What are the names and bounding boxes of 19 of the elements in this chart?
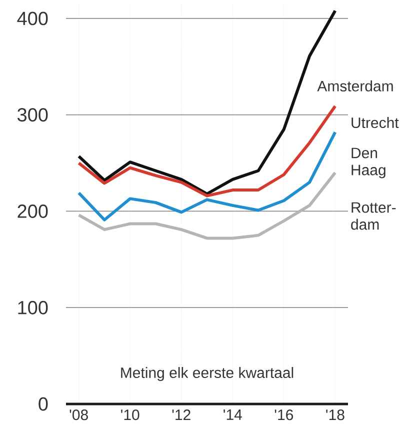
line-series xyxy=(77,171,337,240)
series-label: Amsterdam xyxy=(317,80,393,92)
y-tick-label: 400 xyxy=(17,12,48,26)
series-label: Den Haag xyxy=(352,148,386,178)
x-tick-label: '16 xyxy=(274,410,294,420)
line-series xyxy=(77,104,337,198)
y-tick-label: 200 xyxy=(18,204,48,218)
x-tick-label: '18 xyxy=(326,410,344,420)
y-tick-label: 300 xyxy=(18,108,48,122)
x-tick-label: '12 xyxy=(172,410,190,420)
x-tick-label: '10 xyxy=(121,410,140,420)
text: Rotter-dam xyxy=(351,202,396,230)
series-label: Utrecht xyxy=(352,117,399,128)
y-tick-label: 100 xyxy=(18,300,48,314)
x-tick-label: '08 xyxy=(70,410,88,420)
line-series xyxy=(77,130,337,222)
y-tick-label: 0 xyxy=(38,397,48,411)
x-tick-label: '14 xyxy=(224,410,242,420)
annotation: Meting elk eerste kwartaal xyxy=(121,367,294,381)
